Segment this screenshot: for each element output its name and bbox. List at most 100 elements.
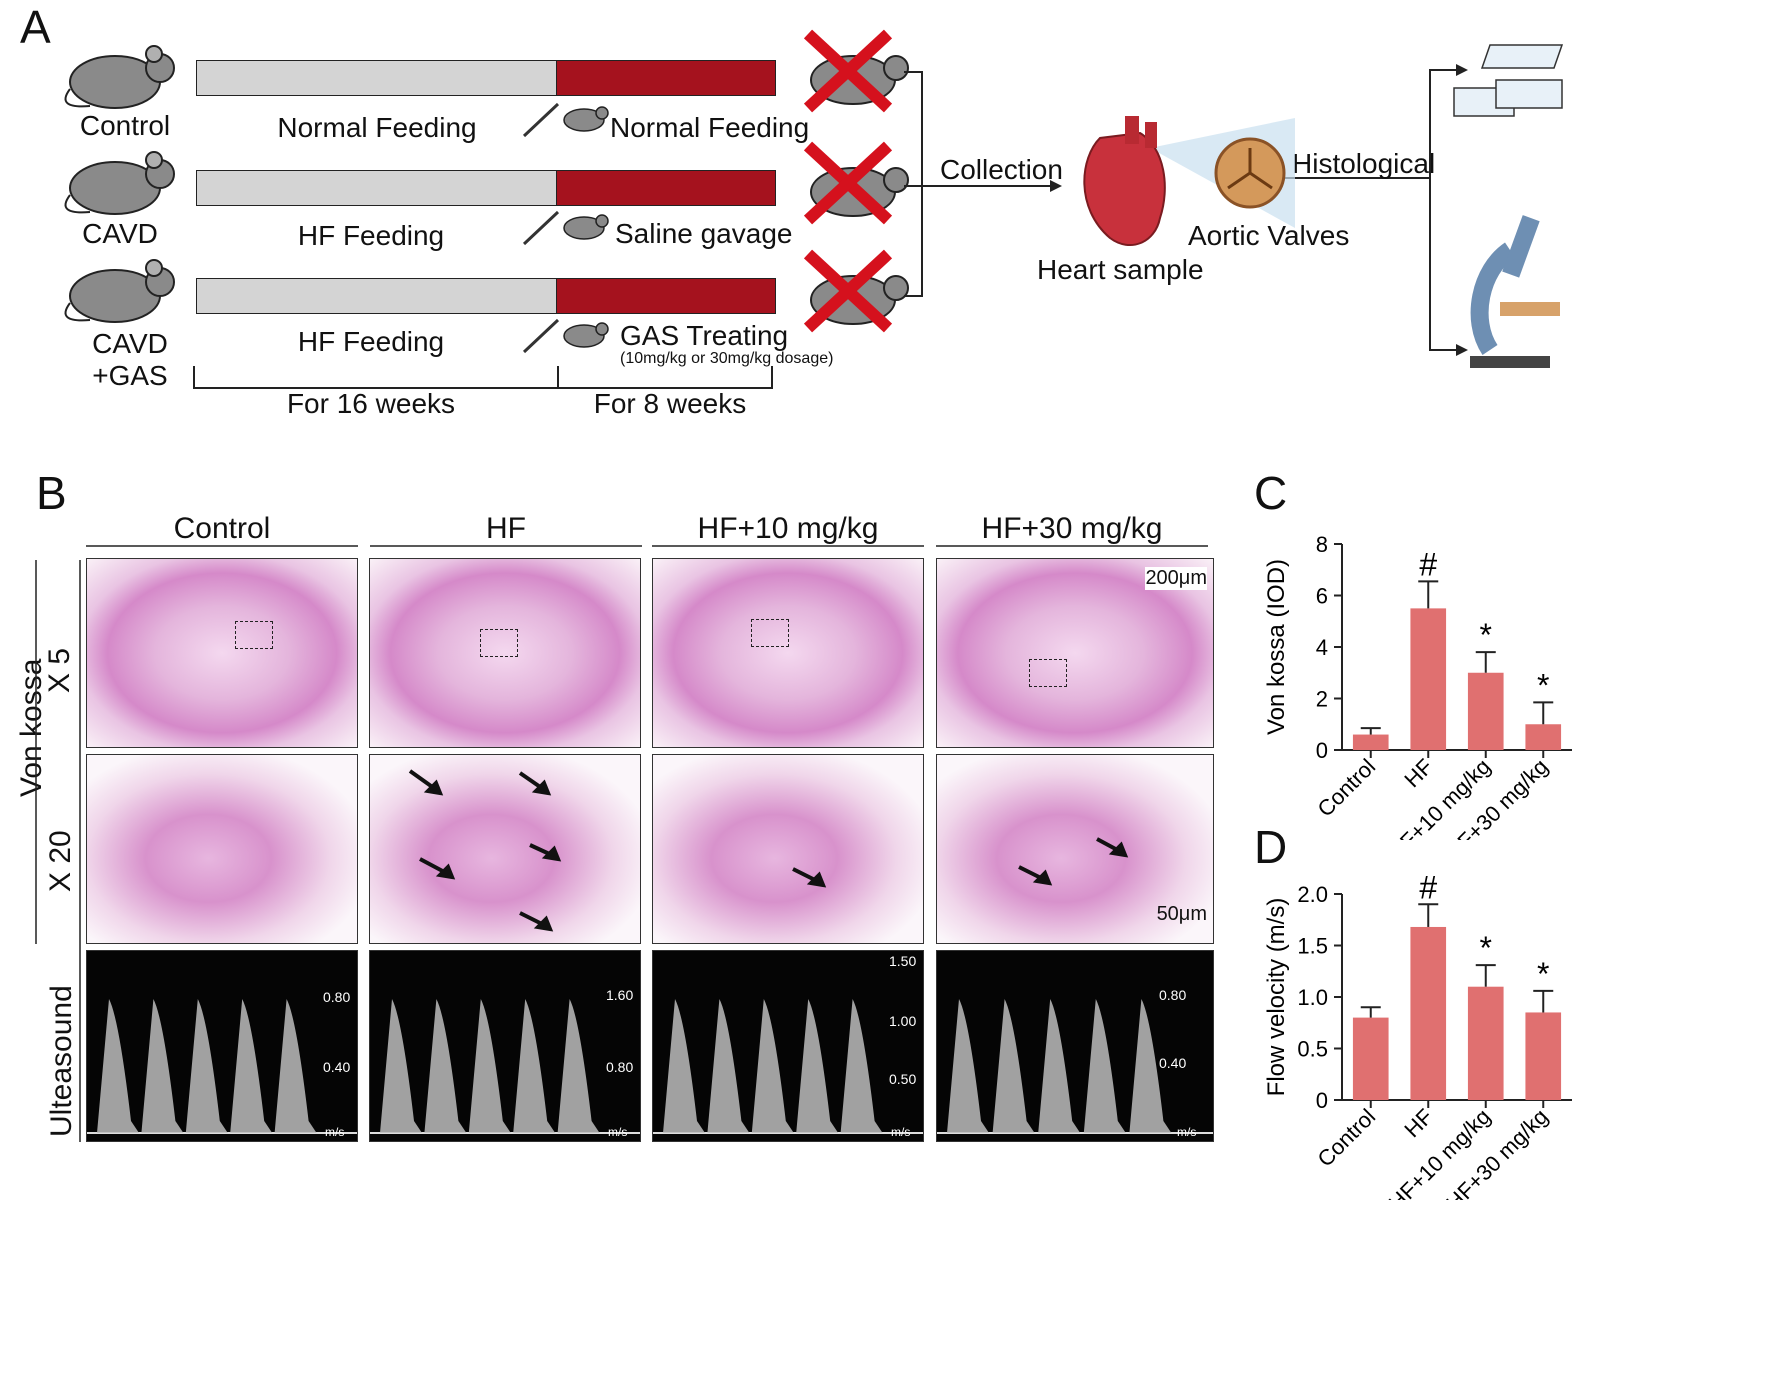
doppler-waveform [653, 999, 923, 1134]
heart-sample-label: Heart sample [1037, 254, 1204, 285]
calcification-arrows [408, 769, 562, 932]
scale-bar-label: 50μm [1156, 903, 1207, 925]
panel-b-letter: B [36, 467, 67, 519]
doppler-peak [663, 999, 705, 1133]
scale-bar-label: 200μm [1145, 567, 1207, 590]
zoom-box [1029, 659, 1067, 687]
syringe-icon [522, 102, 609, 138]
group-label: CAVD +GAS [92, 328, 168, 391]
doppler-peak [707, 999, 750, 1133]
phase2-label: Saline gavage [615, 218, 793, 249]
y-tick-label: 8 [1316, 532, 1328, 557]
velocity-unit: m/s [325, 1125, 345, 1139]
bar [1410, 926, 1447, 1100]
doppler-peak [1038, 999, 1081, 1133]
glass-slide-icon [1453, 44, 1564, 117]
bar [1525, 1012, 1562, 1100]
velocity-tick: 0.50 [889, 1071, 917, 1087]
column-header: HF+30 mg/kg [981, 512, 1163, 545]
group-label: Control [79, 110, 171, 141]
doppler-peak [274, 999, 317, 1133]
mouse-icon [64, 45, 175, 109]
ultrasound-control: 0.80 0.40 m/s [86, 950, 358, 1142]
doppler-peak [468, 999, 511, 1133]
duration-label: For 16 weeks [286, 388, 456, 419]
phase1-label: HF Feeding [297, 326, 445, 357]
dosage-note: (10mg/kg or 30mg/kg dosage) [620, 350, 834, 367]
calcification-arrows [1018, 837, 1129, 886]
micrograph-5x-hf [369, 558, 641, 748]
doppler-peak [141, 999, 184, 1133]
micrograph-20x-hf30: 50μm [936, 754, 1214, 944]
doppler-waveform [370, 999, 640, 1134]
x-tick-label: HF [1399, 1104, 1437, 1142]
doppler-peak [751, 999, 794, 1133]
doppler-peak [424, 999, 467, 1133]
doppler-peak [840, 999, 883, 1133]
doppler-peak [557, 999, 600, 1133]
micrograph-20x-hf10 [652, 754, 924, 944]
significance-mark: * [1480, 617, 1492, 653]
row-label-20x: X 20 [44, 830, 77, 892]
significance-mark: # [1419, 870, 1437, 905]
histological-label: Histological [1292, 148, 1436, 179]
bar [1467, 672, 1504, 750]
significance-mark: * [1537, 667, 1549, 703]
doppler-peak [185, 999, 228, 1133]
velocity-unit: m/s [891, 1125, 911, 1139]
micrograph-20x-hf [369, 754, 641, 944]
phase2-bar [556, 278, 776, 314]
collection-label: Collection [940, 154, 1063, 185]
phase1-bar [196, 170, 558, 206]
velocity-unit: m/s [1177, 1125, 1197, 1139]
phase2-bar [556, 170, 776, 206]
significance-mark: # [1419, 546, 1437, 582]
stain-label: Von kossa [15, 658, 48, 797]
y-tick-label: 6 [1316, 584, 1328, 609]
zoom-box [751, 619, 789, 647]
y-tick-label: 0 [1316, 738, 1328, 763]
y-tick-label: 4 [1316, 635, 1328, 660]
column-header-underlines [86, 545, 1208, 547]
velocity-tick: 1.50 [889, 953, 917, 969]
velocity-tick: 0.40 [323, 1059, 351, 1075]
x-tick-label: Control [1312, 754, 1380, 822]
micrograph-20x-control [86, 754, 358, 944]
x-tick-label: Control [1312, 1104, 1380, 1172]
chart-flow-velocity: 0 0.5 1.0 1.5 2.0 Flow velocity (m/s) Control #… [1263, 870, 1572, 1200]
stain-bracket [35, 560, 37, 944]
velocity-unit: m/s [608, 1125, 628, 1139]
sacrificed-mouse-icon [803, 249, 909, 333]
zoom-box [480, 629, 518, 657]
syringe-icon [522, 210, 609, 246]
column-header: HF+10 mg/kg [697, 512, 879, 545]
micrograph-5x-hf10 [652, 558, 924, 748]
mouse-icon [64, 151, 175, 215]
row-label-ultrasound: Ulteasound [45, 985, 78, 1137]
micrograph-5x-hf30: 200μm [936, 558, 1214, 748]
calcification-arrows [792, 867, 827, 888]
mouse-icon [64, 259, 175, 323]
velocity-tick: 0.80 [606, 1059, 634, 1075]
significance-mark: * [1537, 956, 1549, 992]
row-divider [79, 560, 81, 1142]
phase1-bar [196, 60, 558, 96]
zoom-box [235, 621, 273, 649]
sacrificed-mouse-icon [803, 141, 909, 225]
ultrasound-hf10: 1.50 1.00 0.50 m/s [652, 950, 924, 1142]
ultrasound-hf: 1.60 0.80 m/s [369, 950, 641, 1142]
y-tick-label: 2.0 [1297, 882, 1328, 907]
y-tick-label: 1.5 [1297, 934, 1328, 959]
phase2-label: Normal Feeding [610, 112, 810, 143]
phase1-bar [196, 278, 558, 314]
y-tick-label: 2 [1316, 687, 1328, 712]
velocity-tick: 0.80 [323, 989, 351, 1005]
doppler-peak [1129, 999, 1172, 1133]
doppler-peak [947, 999, 989, 1133]
doppler-waveform [87, 999, 357, 1134]
y-axis-label: Von kossa (IOD) [1263, 559, 1290, 735]
bar [1525, 724, 1562, 750]
velocity-tick: 1.00 [889, 1013, 917, 1029]
doppler-peak [992, 999, 1035, 1133]
